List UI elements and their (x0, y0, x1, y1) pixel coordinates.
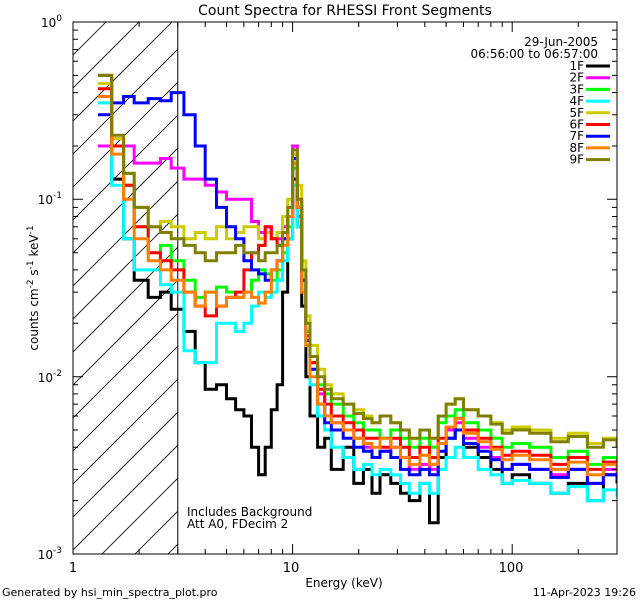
x-tick-labels: 1 10 100 (69, 561, 524, 576)
legend-label-4f: 4F (569, 94, 584, 108)
footer-timestamp: 11-Apr-2023 19:26 (533, 586, 636, 599)
legend-label-8f: 8F (569, 141, 584, 155)
y-tick-label-0-1-exp: -1 (53, 191, 62, 201)
axis-ticks (72, 21, 618, 555)
y-axis-label-sup2: -1 (26, 260, 36, 269)
legend-label-9f: 9F (569, 153, 584, 167)
series-line-1f (98, 73, 617, 525)
x-axis-label: Energy (keV) (305, 576, 382, 590)
series-line-9f (98, 73, 617, 449)
legend-label-1f: 1F (569, 59, 584, 73)
y-tick-label-0-001: 10-3 (38, 546, 62, 562)
footer-generated-by: Generated by hsi_min_spectra_plot.pro (2, 586, 218, 599)
y-tick-label-0-001-base: 10 (38, 548, 53, 562)
series-line-3f (98, 82, 617, 466)
plot-frame (72, 21, 618, 555)
x-tick-label-10: 10 (283, 561, 300, 576)
hatch-region (73, 22, 179, 554)
chart-title: Count Spectra for RHESSI Front Segments (198, 3, 492, 19)
y-tick-label-0-01-exp: -2 (53, 369, 62, 379)
time-range-label: 06:56:00 to 06:57:00 (471, 47, 598, 61)
y-tick-label-0-1-base: 10 (38, 193, 53, 207)
y-axis-label-end: keV (27, 234, 41, 261)
annotation-background: Includes Background (187, 505, 312, 519)
y-tick-label-1-exp: 0 (56, 14, 62, 24)
y-tick-label-0-01: 10-2 (38, 369, 62, 385)
legend-label-6f: 6F (569, 118, 584, 132)
y-tick-label-0-001-exp: -3 (53, 546, 62, 556)
y-axis-label-sup1: -2 (26, 279, 36, 288)
date-label: 29-Jun-2005 (524, 35, 598, 49)
y-tick-labels: 100 10-1 10-2 10-3 (38, 14, 63, 562)
x-tick-label-100: 100 (499, 561, 524, 576)
y-axis-label-main: counts cm (27, 288, 41, 350)
annotation-attenuator: Att A0, FDecim 2 (187, 517, 288, 531)
series-line-7f (98, 91, 617, 485)
series-line-5f (98, 82, 617, 448)
series-line-2f (98, 137, 617, 485)
legend-label-7f: 7F (569, 129, 584, 143)
y-axis-label-mid: s (27, 269, 41, 279)
legend-label-3f: 3F (569, 82, 584, 96)
y-tick-label-0-1: 10-1 (38, 191, 62, 207)
legend-label-2f: 2F (569, 71, 584, 85)
y-tick-label-1: 100 (41, 14, 62, 30)
x-tick-label-1: 1 (69, 561, 77, 576)
legend-label-5f: 5F (569, 106, 584, 120)
y-tick-label-0-01-base: 10 (38, 371, 53, 385)
y-axis-label: counts cm-2 s-1 keV-1 (26, 225, 41, 350)
series-lines (98, 73, 617, 525)
y-tick-label-1-base: 10 (41, 16, 56, 30)
tick-marks (72, 21, 618, 555)
y-axis-label-sup3: -1 (26, 225, 36, 234)
hatch-lines (73, 22, 178, 554)
series-line-4f (98, 101, 617, 503)
series-line-8f (98, 95, 617, 477)
